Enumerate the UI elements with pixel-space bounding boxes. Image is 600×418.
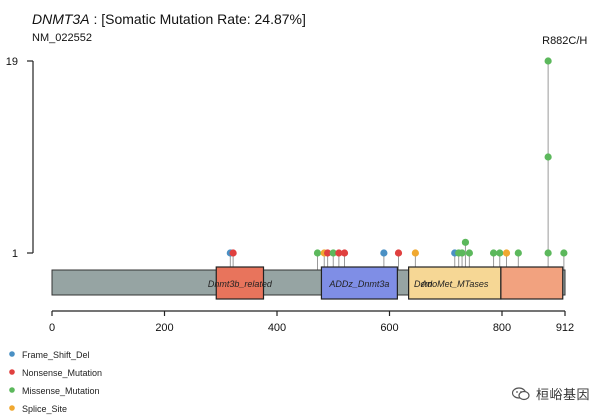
mutation-point xyxy=(489,249,498,257)
legend-label: Splice_Site xyxy=(22,404,67,414)
protein-track: Dnmt3b_related ADDz_Dnmt3a AdoMet_MTasesDc… xyxy=(51,266,566,300)
domain-box xyxy=(320,266,398,300)
annotations: R882C/H xyxy=(542,35,587,47)
annotation-label: R882C/H xyxy=(542,35,587,47)
mutation-point xyxy=(496,249,504,257)
lollipop-heads xyxy=(226,57,568,257)
mutation-point xyxy=(329,249,337,257)
chart-title: DNMT3A : [Somatic Mutation Rate: 24.87%]… xyxy=(32,11,306,44)
legend-label: Frame_Shift_Del xyxy=(22,350,90,360)
legend-label: Missense_Mutation xyxy=(22,386,100,396)
x-tick-label: 912 xyxy=(556,322,574,334)
y-tick-label: 19 xyxy=(6,56,18,68)
mutation-point xyxy=(544,249,552,257)
wechat-icon xyxy=(512,386,530,400)
lollipop-stems xyxy=(229,61,565,270)
mutation-point xyxy=(335,249,343,257)
mutation-point xyxy=(502,249,511,257)
domain-label: Dnmt3b_related xyxy=(208,279,273,289)
mutation-point xyxy=(340,249,349,257)
y-tick-label: 1 xyxy=(12,248,18,260)
legend-marker xyxy=(9,387,15,393)
mutation-point xyxy=(411,249,419,257)
x-axis: 0 200 400 600 800 912 xyxy=(49,310,574,334)
legend-marker xyxy=(9,405,15,411)
x-tick-label: 0 xyxy=(49,322,55,334)
mutation-point xyxy=(313,249,322,257)
mutation-point xyxy=(394,249,403,257)
x-tick-label: 200 xyxy=(155,322,173,334)
domain-label: ADDz_Dnmt3a xyxy=(328,279,389,289)
legend-marker xyxy=(9,369,15,375)
domain-label: AdoMet_MTases xyxy=(420,279,489,289)
mutation-point xyxy=(465,249,473,257)
legend-marker xyxy=(9,351,15,357)
x-tick-label: 400 xyxy=(268,322,286,334)
svg-text:DNMT3A : [Somatic Mutation Rat: DNMT3A : [Somatic Mutation Rate: 24.87%] xyxy=(32,11,306,27)
domain-box xyxy=(215,266,265,300)
x-tick-label: 600 xyxy=(380,322,398,334)
mutation-point xyxy=(380,249,388,257)
watermark-text: 桓峪基因 xyxy=(536,387,591,402)
domain-label-overlap: Dcm xyxy=(414,279,433,289)
x-tick-label: 800 xyxy=(493,322,511,334)
legend: Frame_Shift_Del Nonsense_Mutation Missense… xyxy=(9,350,102,414)
mutation-point xyxy=(544,153,552,161)
mutation-point xyxy=(560,249,568,257)
mutation-point xyxy=(324,249,332,257)
transcript-id: NM_022552 xyxy=(32,32,92,44)
mutation-point xyxy=(461,238,470,246)
mutation-point xyxy=(514,249,522,257)
mutation-rate-text: : [Somatic Mutation Rate: 24.87%] xyxy=(90,11,306,27)
domain-box xyxy=(408,266,502,300)
y-axis: 1 19 xyxy=(6,56,34,260)
domain-box xyxy=(500,266,564,300)
mutation-point xyxy=(544,57,552,65)
gene-name: DNMT3A xyxy=(32,11,90,27)
legend-label: Nonsense_Mutation xyxy=(22,368,102,378)
watermark: 桓峪基因 xyxy=(512,384,590,403)
mutation-point xyxy=(458,249,466,257)
mutation-point xyxy=(229,249,237,257)
